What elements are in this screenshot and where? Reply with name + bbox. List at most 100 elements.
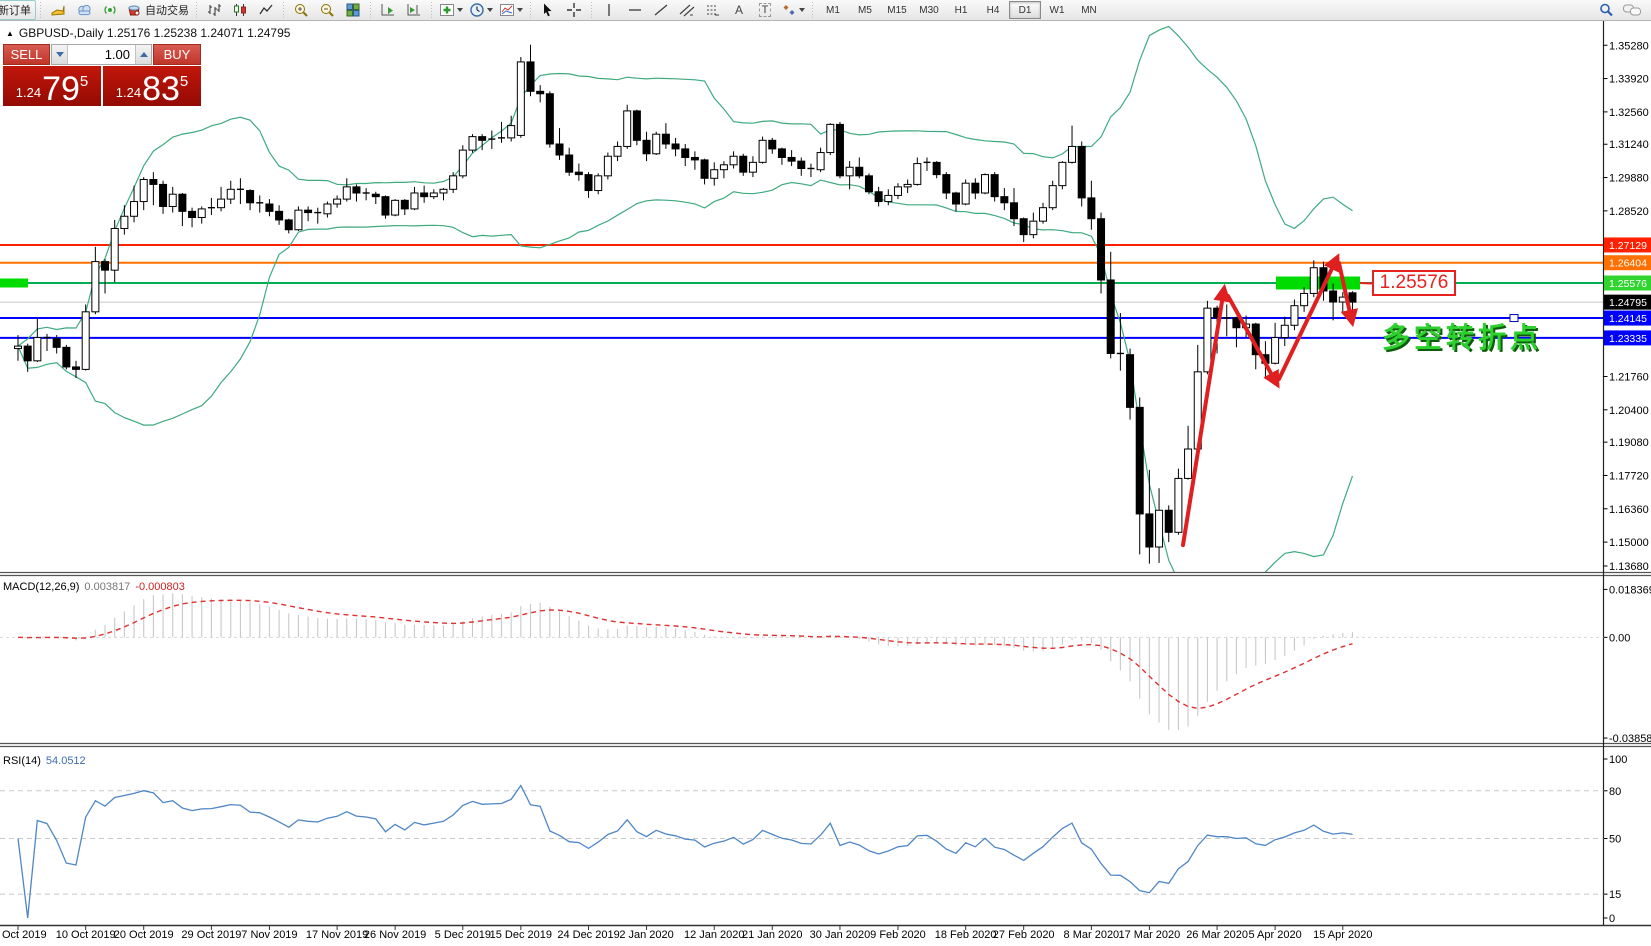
auto-scroll-button[interactable] [375,0,401,20]
sell-pips: 79 [42,70,80,108]
trend-arrows[interactable] [1181,253,1373,547]
arrows-tool-button[interactable] [778,0,808,20]
text-label-tool-button[interactable]: T [752,0,778,20]
candlestick-chart-button[interactable] [227,0,253,20]
buy-button[interactable]: BUY [153,44,201,65]
svg-text:1.35280: 1.35280 [1609,40,1649,52]
trendline-tool-button[interactable] [648,0,674,20]
svg-text:1.15000: 1.15000 [1609,537,1649,549]
periods-button[interactable] [466,0,496,20]
zoom-out-button[interactable] [314,0,340,20]
svg-text:15: 15 [1609,889,1621,901]
auto-scroll-icon [381,4,394,16]
tile-windows-icon [346,3,360,17]
chat-bubbles-icon [1623,4,1641,16]
volume-control: 1.00 [51,44,152,65]
buy-pips: 83 [142,70,180,108]
timeframe-d1-button[interactable]: D1 [1009,1,1041,19]
crosshair-tool-button[interactable] [561,0,587,20]
toolbar-separator [194,2,199,18]
chat-button[interactable] [1619,0,1645,20]
toolbar-separator [528,2,533,18]
timeframe-h4-button[interactable]: H4 [977,1,1009,19]
timeframe-label: H1 [954,4,968,16]
svg-text:26 Nov 2019: 26 Nov 2019 [364,929,426,941]
text-tool-button[interactable]: A [726,0,752,20]
horizontal-line-tool-button[interactable] [622,0,648,20]
indicators-icon [440,4,454,16]
timeframe-m1-button[interactable]: M1 [817,1,849,19]
price-annotation-label[interactable]: 1.25576 [1372,270,1456,296]
timeframe-m5-button[interactable]: M5 [849,1,881,19]
line-selection-handle[interactable] [1509,314,1519,323]
zoom-in-button[interactable] [288,0,314,20]
timeframe-m30-button[interactable]: M30 [913,1,945,19]
community-button[interactable] [71,0,97,20]
rsi-indicator-label: RSI(14) 54.0512 [3,755,86,767]
signals-button[interactable] [97,0,123,20]
sell-price-button[interactable]: 1.24 79 5 [3,66,101,106]
svg-text:1.16360: 1.16360 [1609,504,1649,516]
buy-price-button[interactable]: 1.24 83 5 [103,66,201,106]
sell-pipette: 5 [79,73,89,90]
volume-field[interactable]: 1.00 [104,47,130,62]
horizontal-price-lines[interactable] [0,243,1604,339]
svg-text:100: 100 [1609,754,1627,766]
vertical-line-tool-button[interactable] [596,0,622,20]
new-order-label: 新订单 [0,5,31,17]
chart-shift-button[interactable] [401,0,427,20]
indicators-button[interactable] [436,0,466,20]
svg-text:12 Jan 2020: 12 Jan 2020 [684,929,745,941]
expand-arrow-icon: ▲ [6,28,14,38]
line-chart-icon [259,4,273,15]
search-button[interactable] [1593,0,1619,20]
horizontal-line-icon [629,9,641,11]
price-axis[interactable]: 1.35280 1.33920 1.32560 1.31240 1.29880 1.285… [1603,40,1651,573]
svg-text:1.24145: 1.24145 [1609,313,1647,325]
toolbar-separator [38,2,43,18]
turning-point-annotation[interactable]: 多空转折点 [1382,316,1542,356]
tile-windows-button[interactable] [340,0,366,20]
fibonacci-icon [707,5,719,16]
macd-signal-value: -0.000803 [135,581,185,593]
channel-tool-button[interactable] [674,0,700,20]
timeframe-h1-button[interactable]: H1 [945,1,977,19]
timeframe-w1-button[interactable]: W1 [1041,1,1073,19]
autotrading-button[interactable]: 自动交易 [123,0,192,20]
svg-text:1.23335: 1.23335 [1609,333,1647,345]
timeframe-label: D1 [1018,4,1032,16]
bar-chart-button[interactable] [201,0,227,20]
chart-title: ▲ GBPUSD-,Daily 1.25176 1.25238 1.24071 … [6,26,290,40]
bar-chart-icon [208,4,221,16]
highlight-zone[interactable] [0,276,1360,290]
timeframe-label: M1 [826,4,840,16]
volume-decrease-button[interactable] [52,45,68,64]
svg-text:5 Apr 2020: 5 Apr 2020 [1248,929,1301,941]
timeframe-label: M15 [887,4,907,16]
profiles-button[interactable] [45,0,71,20]
timeframe-m15-button[interactable]: M15 [881,1,913,19]
timeframe-mn-button[interactable]: MN [1073,1,1105,19]
new-order-button[interactable]: 新订单 [0,0,36,20]
one-click-trading-panel: SELL 1.00 BUY 1.24 79 5 1.24 83 5 [3,44,201,106]
volume-increase-button[interactable] [135,45,151,64]
svg-text:15 Apr 2020: 15 Apr 2020 [1313,929,1372,941]
text-tool-icon: A [734,3,743,17]
svg-text:10 Oct 2019: 10 Oct 2019 [56,929,116,941]
fibonacci-tool-button[interactable] [700,0,726,20]
price-annotation-text: 1.25576 [1379,272,1449,293]
buy-label: BUY [163,47,191,62]
svg-text:1.13680: 1.13680 [1609,561,1649,573]
line-chart-button[interactable] [253,0,279,20]
svg-text:1.27129: 1.27129 [1609,240,1647,252]
templates-button[interactable] [496,0,526,20]
sell-button[interactable]: SELL [3,44,50,65]
macd-indicator-label: MACD(12,26,9) 0.003817 -0.000803 [3,581,185,593]
cursor-tool-button[interactable] [535,0,561,20]
vertical-line-icon [608,4,610,16]
svg-text:1.24795: 1.24795 [1609,297,1647,309]
bollinger-bands [17,25,1354,572]
toolbar-separator [589,2,594,18]
